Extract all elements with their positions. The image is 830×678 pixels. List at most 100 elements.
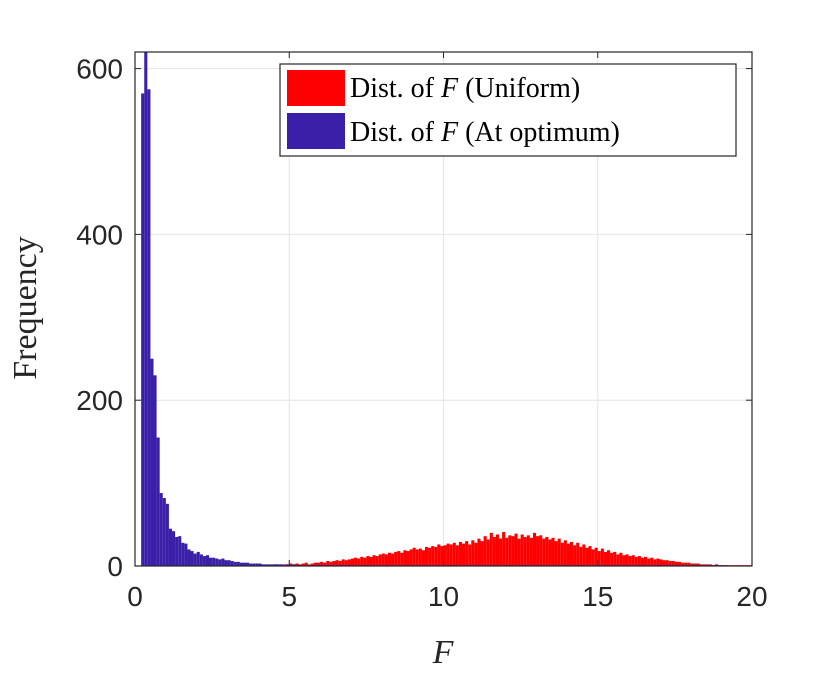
- histogram-bar: [190, 551, 194, 566]
- histogram-bar: [634, 556, 638, 566]
- legend-swatch-uniform: [287, 70, 345, 106]
- legend-entry-optimum: Dist. of F (At optimum): [350, 117, 620, 148]
- histogram-bar: [477, 538, 481, 566]
- histogram-bar: [653, 559, 657, 566]
- histogram-bar: [381, 553, 385, 566]
- histogram-bar: [344, 560, 348, 566]
- histogram-bar: [338, 561, 342, 566]
- histogram-bar: [258, 563, 262, 566]
- histogram-bar: [492, 536, 496, 566]
- histogram-bar: [668, 561, 672, 566]
- histogram-bar: [286, 564, 290, 566]
- histogram-bar: [384, 554, 388, 566]
- x-tick-label: 5: [281, 581, 297, 612]
- histogram-bar: [499, 538, 503, 566]
- histogram-bar: [495, 534, 500, 566]
- histogram-bar: [483, 536, 487, 566]
- histogram-bar: [341, 559, 345, 566]
- legend-entry-optimum-suffix: (At optimum): [465, 117, 620, 148]
- histogram-bar: [505, 537, 509, 566]
- histogram-bar: [591, 549, 595, 566]
- histogram-bar: [554, 541, 558, 566]
- histogram-bar: [270, 564, 274, 566]
- histogram-bar: [289, 563, 293, 566]
- histogram-bar: [418, 548, 422, 566]
- histogram-bar: [486, 539, 490, 566]
- histogram-bar: [650, 557, 654, 566]
- histogram-bar: [619, 552, 623, 566]
- histogram-bar: [276, 564, 280, 566]
- histogram-bar: [366, 556, 370, 566]
- histogram-bar: [551, 537, 555, 566]
- y-tick-label: 200: [76, 385, 123, 416]
- histogram-bar: [662, 560, 666, 566]
- histogram-bar: [317, 562, 321, 566]
- histogram-bar: [301, 563, 305, 566]
- histogram-bar: [526, 535, 530, 566]
- histogram-bar: [165, 503, 169, 566]
- y-tick-label: 0: [107, 551, 123, 582]
- histogram-bar: [603, 551, 608, 566]
- histogram-bar: [175, 536, 179, 566]
- histogram-bar: [403, 550, 407, 566]
- histogram-bar: [326, 561, 330, 566]
- histogram-bar: [449, 544, 453, 566]
- histogram-bar: [387, 552, 392, 566]
- histogram-bar: [267, 564, 271, 566]
- histogram-bar: [279, 564, 284, 566]
- histogram-bar: [600, 548, 604, 566]
- histogram-bar: [640, 557, 645, 566]
- histogram-bar: [273, 564, 277, 566]
- histogram-bar: [372, 555, 376, 566]
- histogram-bar: [674, 561, 678, 566]
- histogram-bar: [209, 557, 213, 566]
- histogram-bar: [153, 375, 157, 566]
- histogram-bar: [557, 538, 561, 566]
- histogram-bar: [677, 561, 682, 566]
- histogram-bar: [585, 547, 589, 566]
- histogram-bar: [304, 562, 308, 566]
- histogram-bar: [212, 557, 216, 566]
- histogram-bar: [446, 543, 450, 566]
- histogram-bar: [246, 562, 250, 566]
- histogram-bar: [394, 551, 398, 566]
- histogram-bar: [406, 551, 410, 566]
- histogram-bar: [594, 547, 598, 566]
- histogram-bar: [613, 551, 617, 566]
- histogram-bar: [329, 561, 333, 566]
- histogram-bar: [187, 549, 191, 566]
- legend-swatch-optimum: [287, 113, 345, 149]
- histogram-bar: [332, 561, 336, 566]
- histogram-bar: [236, 561, 240, 566]
- histogram-bar: [665, 560, 669, 566]
- x-tick-label: 10: [428, 581, 459, 612]
- histogram-bar: [625, 554, 629, 566]
- histogram-bar: [462, 543, 466, 566]
- histogram-bar: [400, 552, 404, 566]
- legend-entry-optimum-prefix: Dist. of: [350, 117, 435, 148]
- histogram-bar: [335, 560, 339, 566]
- histogram-bar: [443, 545, 447, 566]
- legend-entry-optimum-var: F: [440, 117, 459, 148]
- y-tick-label: 600: [76, 54, 123, 85]
- histogram-bar: [569, 541, 574, 566]
- x-axis-label: F: [432, 634, 455, 671]
- series-0-bars: [258, 532, 752, 566]
- histogram-bar: [412, 547, 416, 566]
- histogram-bar: [147, 89, 151, 566]
- histogram-bar: [178, 536, 182, 566]
- histogram-bar: [536, 536, 540, 566]
- histogram-bar: [239, 562, 243, 566]
- histogram-bar: [391, 553, 395, 566]
- histogram-bar: [397, 551, 401, 566]
- histogram-bar: [471, 540, 475, 566]
- histogram-bar: [693, 563, 697, 566]
- histogram-bar: [369, 556, 373, 566]
- histogram-bar: [511, 536, 515, 566]
- histogram-bar: [261, 564, 265, 566]
- histogram-bar: [292, 564, 296, 566]
- histogram-bar: [218, 559, 222, 566]
- histogram-bar: [150, 358, 154, 566]
- histogram-bar: [320, 561, 324, 566]
- histogram-bar: [162, 498, 166, 566]
